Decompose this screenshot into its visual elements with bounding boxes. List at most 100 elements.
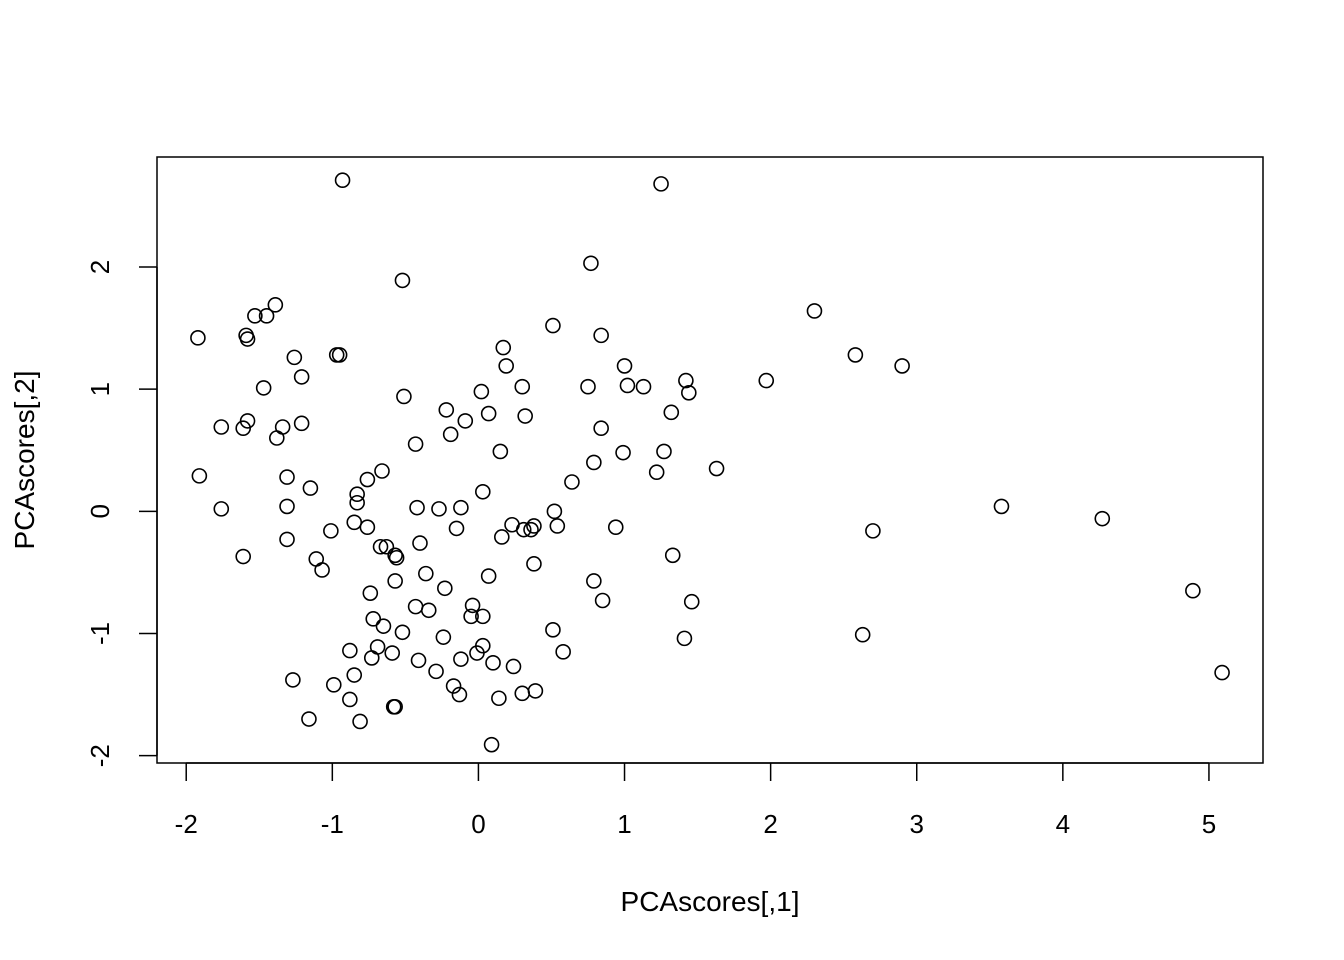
data-point xyxy=(475,483,491,500)
data-point xyxy=(394,272,411,289)
data-point xyxy=(384,645,401,661)
data-point xyxy=(372,538,389,555)
data-point xyxy=(359,519,376,535)
data-point xyxy=(483,736,500,753)
data-point xyxy=(480,568,497,584)
data-point xyxy=(285,672,301,688)
data-point xyxy=(428,663,444,680)
y-tick-label: -1 xyxy=(85,622,115,645)
data-point xyxy=(286,349,303,366)
data-point xyxy=(648,464,665,481)
data-point xyxy=(323,523,339,539)
data-point xyxy=(388,549,405,566)
data-point xyxy=(293,369,310,385)
data-point xyxy=(491,690,507,707)
data-point xyxy=(235,548,252,565)
data-point xyxy=(407,436,424,452)
data-point xyxy=(349,494,365,511)
data-point xyxy=(527,683,544,699)
data-point xyxy=(387,547,403,564)
data-point xyxy=(495,339,512,356)
data-point xyxy=(847,347,864,363)
data-point xyxy=(615,444,631,461)
data-point xyxy=(523,521,539,538)
data-point xyxy=(505,658,522,675)
data-point xyxy=(431,501,447,517)
data-point xyxy=(374,463,390,479)
data-point xyxy=(619,377,636,394)
data-point xyxy=(418,565,434,582)
data-point xyxy=(346,667,363,683)
x-tick-label: 3 xyxy=(910,809,924,839)
data-point xyxy=(545,622,561,638)
data-point xyxy=(301,711,317,727)
data-point xyxy=(451,686,468,703)
data-point xyxy=(492,443,509,460)
data-point xyxy=(586,454,602,471)
x-tick-label: 0 xyxy=(471,809,485,839)
data-point xyxy=(469,645,485,661)
data-point xyxy=(190,330,206,346)
data-point xyxy=(593,420,609,437)
y-axis: -2 -1 0 1 2 xyxy=(85,260,158,767)
x-tick-label: 4 xyxy=(1056,809,1070,839)
data-point xyxy=(342,691,358,708)
data-point xyxy=(435,629,452,645)
data-point xyxy=(475,608,491,625)
data-point xyxy=(806,303,823,319)
data-point xyxy=(387,573,403,589)
data-point xyxy=(894,358,910,374)
data-point xyxy=(485,655,501,671)
data-point xyxy=(191,468,208,484)
data-point xyxy=(437,580,453,597)
data-point xyxy=(362,585,379,601)
data-point xyxy=(409,499,425,516)
data-point xyxy=(1094,510,1111,527)
data-point xyxy=(314,562,330,578)
plot-frame xyxy=(156,156,1264,764)
data-point xyxy=(549,518,566,534)
data-point xyxy=(375,618,392,634)
data-point xyxy=(526,518,542,534)
data-point xyxy=(394,624,411,641)
data-point xyxy=(1214,664,1230,681)
data-point xyxy=(331,347,348,363)
data-point xyxy=(258,308,275,324)
data-point xyxy=(445,678,462,694)
x-tick-label: -1 xyxy=(321,809,344,839)
data-point xyxy=(448,520,465,537)
data-point xyxy=(438,402,455,418)
data-point xyxy=(464,597,481,614)
data-point xyxy=(593,327,609,344)
data-point xyxy=(412,535,428,551)
data-point xyxy=(363,650,380,666)
data-point xyxy=(616,358,633,374)
data-point xyxy=(546,503,563,520)
data-point xyxy=(420,602,437,619)
data-point xyxy=(365,611,382,627)
data-point xyxy=(352,713,368,730)
data-point xyxy=(678,372,694,389)
x-tick-label: 5 xyxy=(1202,809,1216,839)
data-point xyxy=(681,385,697,401)
data-point xyxy=(385,698,402,715)
data-point xyxy=(213,419,230,435)
y-axis-title: PCAscores[,2] xyxy=(9,371,40,550)
data-point xyxy=(545,317,561,334)
data-point xyxy=(653,176,669,192)
data-point xyxy=(993,498,1010,515)
data-point xyxy=(442,426,459,443)
data-point xyxy=(663,404,680,421)
data-point xyxy=(457,413,474,429)
data-point xyxy=(396,388,412,405)
data-point xyxy=(1185,582,1201,599)
data-point xyxy=(758,372,775,389)
data-point xyxy=(583,255,599,272)
data-point xyxy=(302,480,319,496)
data-point xyxy=(708,460,725,477)
data-point xyxy=(325,677,342,693)
data-point xyxy=(453,651,469,667)
data-point xyxy=(255,380,272,396)
data-point xyxy=(269,430,285,446)
